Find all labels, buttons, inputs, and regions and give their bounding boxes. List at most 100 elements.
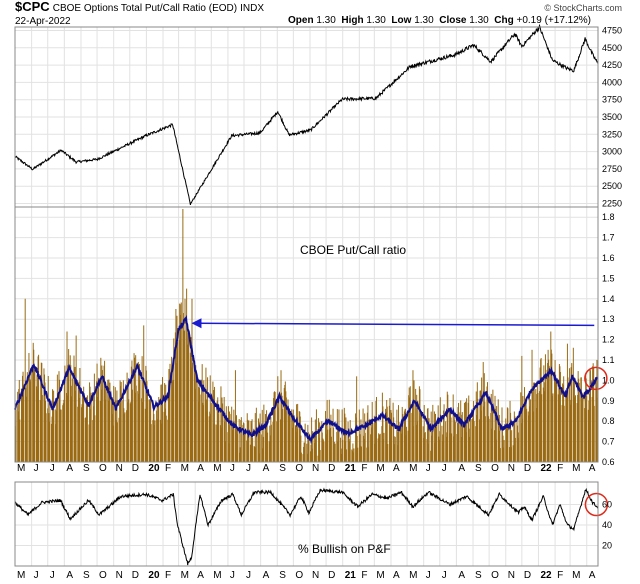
put-call-title: CBOE Put/Call ratio [300,243,406,257]
x-tick-label: A [66,463,73,474]
y-tick-label: 20 [602,541,612,551]
x-tick-label: 20 [148,570,160,581]
chart-title: $CPC CBOE Options Total Put/Call Ratio (… [15,0,265,15]
y-tick-label: 2250 [602,199,622,209]
x-tick-label: 21 [345,570,357,581]
close-label: Close [439,15,467,26]
y-tick-label: 4500 [602,43,622,53]
x-tick-label: 21 [345,463,357,474]
x-tick-label: N [312,463,319,474]
y-tick-label: 1.6 [602,253,615,263]
symbol-name: CBOE Options Total Put/Call Ratio (EOD) [52,3,238,14]
symbol: $CPC [15,0,50,14]
close-value: 1.30 [469,15,489,26]
x-tick-label: F [557,570,563,581]
x-tick-label: M [409,463,417,474]
watermark: © StockCharts.com [544,3,622,13]
x-tick-label: M [17,463,25,474]
y-tick-label: 4250 [602,60,622,70]
x-tick-label: N [116,570,123,581]
x-tick-label: N [312,570,319,581]
x-tick-label: S [279,463,286,474]
y-tick-label: 1.0 [602,375,615,385]
y-tick-label: 1.4 [602,294,615,304]
panel-frames [14,26,599,567]
x-tick-label: 22 [540,570,552,581]
y-tick-label: 3500 [602,112,622,122]
annotation-arrow-head [191,318,202,329]
exchange: INDX [240,3,265,14]
x-tick-label: A [197,463,204,474]
y-tick-label: 60 [602,500,612,510]
x-tick-label: M [376,570,384,581]
put-call-moving-average [14,314,599,445]
x-tick-label: O [491,463,499,474]
low-value: 1.30 [414,15,434,26]
x-tick-label: M [17,570,25,581]
x-tick-label: F [165,463,171,474]
y-tick-label: 3250 [602,129,622,139]
x-tick-label: J [50,570,55,581]
x-axes: MMJJJJAASSOONNDD2020FFMMAAMMJJJJAASSOONN… [17,25,622,581]
y-tick-label: 0.9 [602,396,615,406]
chg-value: +0.19 (+17.12%) [516,15,592,26]
bullish-pf-panel [14,487,609,566]
x-tick-label: A [589,570,596,581]
x-tick-label: A [393,570,400,581]
x-tick-label: O [99,463,107,474]
y-tick-label: 2750 [602,164,622,174]
x-tick-label: O [99,570,107,581]
x-tick-label: A [197,570,204,581]
y-tick-label: 1.8 [602,212,615,222]
x-tick-label: M [213,463,221,474]
y-tick-label: 1.1 [602,355,615,365]
x-tick-label: N [116,463,123,474]
x-tick-label: A [458,570,465,581]
x-tick-label: D [132,570,139,581]
x-tick-label: A [263,570,270,581]
x-tick-label: N [508,570,515,581]
open-value: 1.30 [316,15,336,26]
x-tick-label: O [491,570,499,581]
price-line [14,23,599,206]
x-tick-label: J [246,570,251,581]
x-tick-label: F [557,463,563,474]
x-tick-label: D [524,570,531,581]
price-panel [14,23,599,206]
y-tick-label: 2500 [602,181,622,191]
x-tick-label: O [295,570,303,581]
x-tick-label: M [409,570,417,581]
x-tick-label: M [376,463,384,474]
chart-date: 22-Apr-2022 [15,16,71,27]
x-tick-label: J [50,463,55,474]
y-tick-label: 1.5 [602,273,615,283]
x-tick-label: J [426,463,431,474]
y-tick-label: 1.3 [602,314,615,324]
x-tick-label: S [475,570,482,581]
x-tick-label: J [442,463,447,474]
x-tick-label: J [442,570,447,581]
x-tick-label: D [524,463,531,474]
x-tick-label: D [328,570,335,581]
x-tick-label: S [475,463,482,474]
y-tick-label: 1.7 [602,233,615,243]
x-tick-label: J [34,570,39,581]
y-tick-label: 3000 [602,147,622,157]
annotation-arrow-line [199,322,595,327]
x-tick-label: A [589,463,596,474]
x-tick-label: A [393,463,400,474]
x-tick-label: F [165,570,171,581]
y-tick-label: 0.7 [602,437,615,447]
bullish-pf-line [14,487,599,566]
y-tick-label: 40 [602,520,612,530]
x-tick-label: S [279,570,286,581]
x-tick-label: F [361,570,367,581]
x-tick-label: 20 [148,463,160,474]
highlight-circle [584,366,608,391]
highlight-circle [584,492,609,517]
high-value: 1.30 [366,15,386,26]
x-tick-label: M [181,570,189,581]
y-tick-label: 0.6 [602,457,615,467]
x-tick-label: A [458,463,465,474]
